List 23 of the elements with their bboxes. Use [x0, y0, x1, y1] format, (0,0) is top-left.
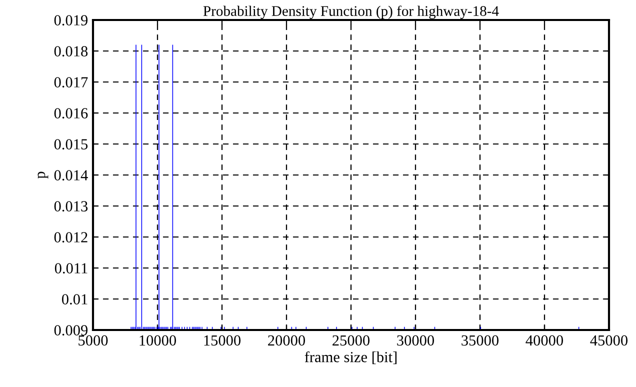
- x-tick-label: 10000: [140, 335, 176, 346]
- x-tick-label: 25000: [332, 335, 370, 346]
- y-tick-label: 0.011: [54, 263, 88, 274]
- x-tick-label: 35000: [462, 335, 499, 346]
- x-axis-title: frame size [bit]: [304, 351, 397, 364]
- y-tick-label: 0.016: [54, 108, 88, 119]
- y-tick-label: 0.012: [54, 232, 88, 243]
- y-tick-label: 0.014: [54, 170, 88, 181]
- x-tick-label: 5000: [78, 335, 108, 346]
- x-tick-label: 40000: [526, 335, 564, 346]
- x-tick-label: 15000: [204, 335, 241, 346]
- x-tick-label: 45000: [590, 335, 628, 346]
- y-tick-label: 0.019: [54, 15, 88, 26]
- y-tick-label: 0.018: [54, 46, 88, 57]
- y-axis-title: p: [38, 172, 48, 179]
- x-tick-label: 30000: [397, 335, 434, 346]
- x-tick-label: 20000: [268, 335, 306, 346]
- y-tick-label: 0.013: [54, 201, 88, 212]
- chart-title: Probability Density Function (p) for highway-18-4: [203, 6, 499, 19]
- y-tick-label: 0.01: [62, 294, 88, 305]
- y-tick-label: 0.017: [54, 77, 88, 88]
- y-tick-label: 0.015: [54, 139, 88, 150]
- y-tick-label: 0.009: [54, 325, 88, 336]
